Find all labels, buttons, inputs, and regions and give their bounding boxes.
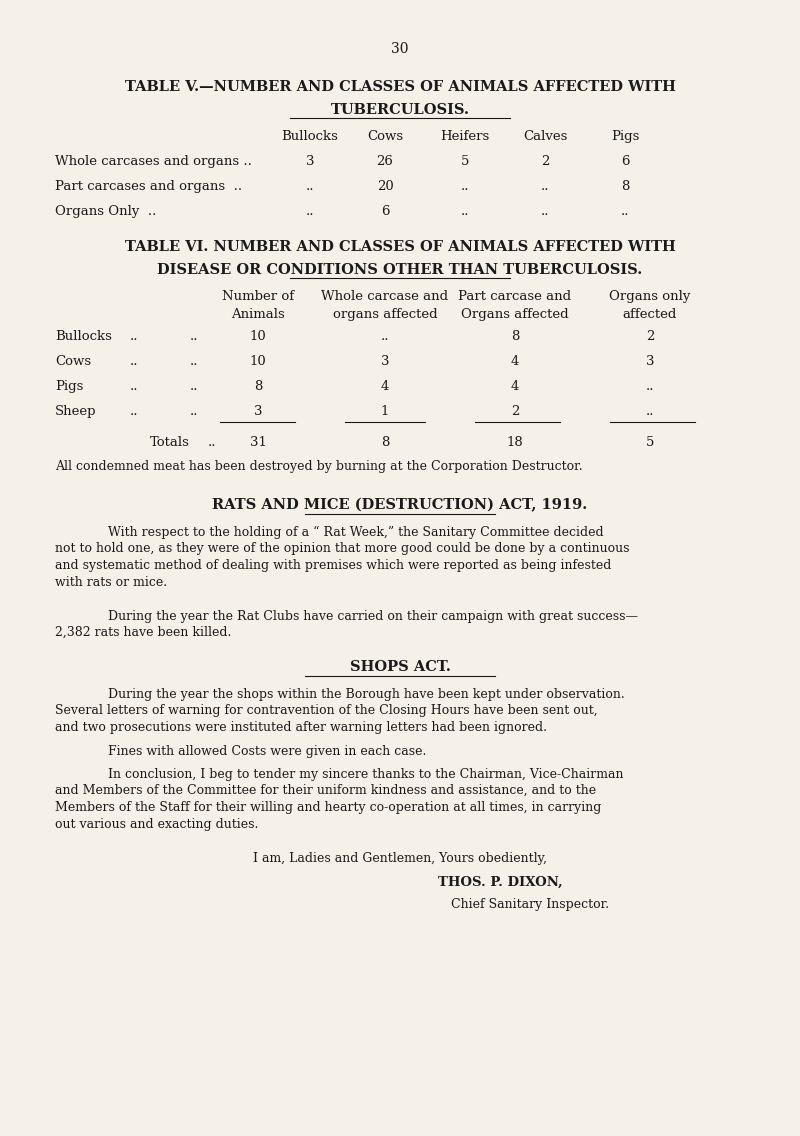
Text: Bullocks: Bullocks <box>282 130 338 143</box>
Text: ..: .. <box>190 381 198 393</box>
Text: Pigs: Pigs <box>611 130 639 143</box>
Text: Calves: Calves <box>523 130 567 143</box>
Text: Number of: Number of <box>222 290 294 303</box>
Text: Totals: Totals <box>150 436 190 449</box>
Text: Whole carcase and: Whole carcase and <box>322 290 449 303</box>
Text: 31: 31 <box>250 436 266 449</box>
Text: ..: .. <box>130 406 138 418</box>
Text: ..: .. <box>306 204 314 218</box>
Text: 5: 5 <box>646 436 654 449</box>
Text: All condemned meat has been destroyed by burning at the Corporation Destructor.: All condemned meat has been destroyed by… <box>55 460 582 473</box>
Text: and two prosecutions were instituted after warning letters had been ignored.: and two prosecutions were instituted aft… <box>55 721 547 734</box>
Text: Fines with allowed Costs were given in each case.: Fines with allowed Costs were given in e… <box>108 745 426 758</box>
Text: 26: 26 <box>377 154 394 168</box>
Text: TUBERCULOSIS.: TUBERCULOSIS. <box>330 103 470 117</box>
Text: with rats or mice.: with rats or mice. <box>55 576 167 588</box>
Text: ..: .. <box>208 436 217 449</box>
Text: ..: .. <box>461 179 470 193</box>
Text: ..: .. <box>621 204 630 218</box>
Text: In conclusion, I beg to tender my sincere thanks to the Chairman, Vice-Chairman: In conclusion, I beg to tender my sincer… <box>108 768 623 782</box>
Text: THOS. P. DIXON,: THOS. P. DIXON, <box>438 876 562 889</box>
Text: SHOPS ACT.: SHOPS ACT. <box>350 660 450 674</box>
Text: 8: 8 <box>511 329 519 343</box>
Text: Animals: Animals <box>231 308 285 321</box>
Text: During the year the shops within the Borough have been kept under observation.: During the year the shops within the Bor… <box>108 688 625 701</box>
Text: Part carcases and organs  ..: Part carcases and organs .. <box>55 179 242 193</box>
Text: ..: .. <box>381 329 390 343</box>
Text: TABLE V.—NUMBER AND CLASSES OF ANIMALS AFFECTED WITH: TABLE V.—NUMBER AND CLASSES OF ANIMALS A… <box>125 80 675 94</box>
Text: not to hold one, as they were of the opinion that more good could be done by a c: not to hold one, as they were of the opi… <box>55 542 630 556</box>
Text: 18: 18 <box>506 436 523 449</box>
Text: 4: 4 <box>381 381 389 393</box>
Text: 6: 6 <box>381 204 390 218</box>
Text: organs affected: organs affected <box>333 308 438 321</box>
Text: Chief Sanitary Inspector.: Chief Sanitary Inspector. <box>451 897 609 911</box>
Text: ..: .. <box>646 381 654 393</box>
Text: 6: 6 <box>621 154 630 168</box>
Text: ..: .. <box>646 406 654 418</box>
Text: ..: .. <box>130 354 138 368</box>
Text: ..: .. <box>541 179 550 193</box>
Text: 2,382 rats have been killed.: 2,382 rats have been killed. <box>55 626 231 638</box>
Text: 20: 20 <box>377 179 394 193</box>
Text: Bullocks: Bullocks <box>55 329 112 343</box>
Text: Whole carcases and organs ..: Whole carcases and organs .. <box>55 154 252 168</box>
Text: Heifers: Heifers <box>440 130 490 143</box>
Text: During the year the Rat Clubs have carried on their campaign with great success—: During the year the Rat Clubs have carri… <box>108 610 638 623</box>
Text: With respect to the holding of a “ Rat Week,” the Sanitary Committee decided: With respect to the holding of a “ Rat W… <box>108 526 604 540</box>
Text: 30: 30 <box>391 42 409 56</box>
Text: Organs Only  ..: Organs Only .. <box>55 204 156 218</box>
Text: affected: affected <box>623 308 677 321</box>
Text: Cows: Cows <box>55 354 91 368</box>
Text: Pigs: Pigs <box>55 381 83 393</box>
Text: 2: 2 <box>541 154 549 168</box>
Text: and systematic method of dealing with premises which were reported as being infe: and systematic method of dealing with pr… <box>55 559 611 573</box>
Text: 10: 10 <box>250 329 266 343</box>
Text: 3: 3 <box>254 406 262 418</box>
Text: Organs only: Organs only <box>610 290 690 303</box>
Text: 5: 5 <box>461 154 469 168</box>
Text: ..: .. <box>541 204 550 218</box>
Text: ..: .. <box>190 406 198 418</box>
Text: ..: .. <box>306 179 314 193</box>
Text: 3: 3 <box>381 354 390 368</box>
Text: DISEASE OR CONDITIONS OTHER THAN TUBERCULOSIS.: DISEASE OR CONDITIONS OTHER THAN TUBERCU… <box>158 264 642 277</box>
Text: Part carcase and: Part carcase and <box>458 290 571 303</box>
Text: RATS AND MICE (DESTRUCTION) ACT, 1919.: RATS AND MICE (DESTRUCTION) ACT, 1919. <box>212 498 588 512</box>
Text: ..: .. <box>130 329 138 343</box>
Text: 10: 10 <box>250 354 266 368</box>
Text: 8: 8 <box>381 436 389 449</box>
Text: 8: 8 <box>254 381 262 393</box>
Text: ..: .. <box>130 381 138 393</box>
Text: TABLE VI. NUMBER AND CLASSES OF ANIMALS AFFECTED WITH: TABLE VI. NUMBER AND CLASSES OF ANIMALS … <box>125 240 675 254</box>
Text: 3: 3 <box>306 154 314 168</box>
Text: ..: .. <box>461 204 470 218</box>
Text: Sheep: Sheep <box>55 406 97 418</box>
Text: Members of the Staff for their willing and hearty co-operation at all times, in : Members of the Staff for their willing a… <box>55 801 602 815</box>
Text: 2: 2 <box>511 406 519 418</box>
Text: 3: 3 <box>646 354 654 368</box>
Text: Several letters of warning for contravention of the Closing Hours have been sent: Several letters of warning for contraven… <box>55 704 598 717</box>
Text: out various and exacting duties.: out various and exacting duties. <box>55 818 258 832</box>
Text: 4: 4 <box>511 354 519 368</box>
Text: 8: 8 <box>621 179 629 193</box>
Text: 4: 4 <box>511 381 519 393</box>
Text: I am, Ladies and Gentlemen, Yours obediently,: I am, Ladies and Gentlemen, Yours obedie… <box>253 852 547 864</box>
Text: ..: .. <box>190 354 198 368</box>
Text: ..: .. <box>190 329 198 343</box>
Text: 1: 1 <box>381 406 389 418</box>
Text: and Members of the Committee for their uniform kindness and assistance, and to t: and Members of the Committee for their u… <box>55 784 596 797</box>
Text: Cows: Cows <box>367 130 403 143</box>
Text: 2: 2 <box>646 329 654 343</box>
Text: Organs affected: Organs affected <box>461 308 569 321</box>
